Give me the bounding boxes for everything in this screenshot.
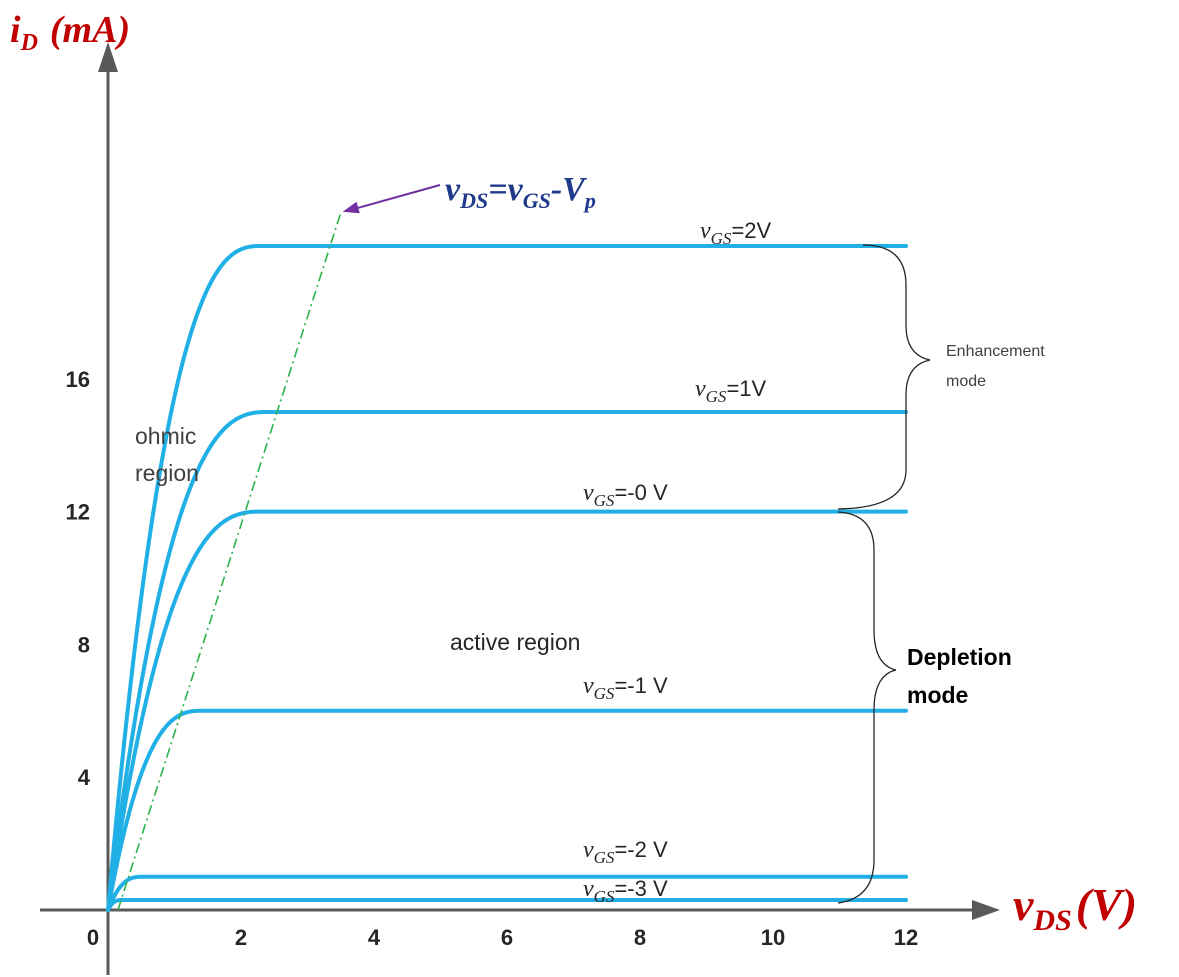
y-axis-arrowhead	[98, 42, 118, 72]
pinch-label-eq: =	[488, 171, 507, 208]
pinch-label-b-sub: GS	[523, 188, 551, 213]
x-title-sub: DS	[1032, 904, 1071, 937]
y-title-main: i	[10, 9, 21, 51]
pinch-off-arrowhead	[342, 201, 360, 214]
x-tick-labels: 0 2 4 6 8 10 12	[87, 925, 918, 950]
x-axis-arrowhead	[972, 900, 1000, 920]
ohmic-region-label-line1: ohmic	[135, 423, 196, 449]
y-title-sub: D	[20, 30, 38, 56]
curve-label-sub: GS	[594, 684, 615, 703]
enhancement-mode-label-line2: mode	[946, 373, 986, 390]
curve-label-3: vGS=-1 V	[583, 673, 668, 703]
enhancement-mode-label-line1: Enhancement	[946, 343, 1045, 360]
pinch-label-dash: -	[551, 171, 562, 208]
curve-label-sub: GS	[594, 491, 615, 510]
y-axis-title: iD (mA)	[10, 9, 130, 56]
x-title-unit: (V)	[1076, 879, 1137, 930]
curve-label-rest: =2V	[731, 218, 771, 243]
curve-vgs-0v	[106, 509, 908, 912]
y-title-unit: (mA)	[50, 9, 130, 51]
curve-label-5: vGS=-3 V	[583, 876, 668, 906]
curve-label-sub: GS	[594, 887, 615, 906]
x-tick-label-4: 4	[368, 925, 381, 950]
curve-vgs-2v	[106, 874, 908, 912]
curve-vgs-1v	[106, 708, 908, 912]
x-tick-label-12: 12	[894, 925, 918, 950]
depletion-mode-label-line2: mode	[907, 682, 968, 708]
curve-label-sub: GS	[594, 848, 615, 867]
curve-label-main: v	[583, 480, 594, 506]
curve-vgs-3v	[106, 898, 908, 912]
curve-vgs2v	[106, 244, 908, 912]
enhancement-mode-brace	[837, 244, 931, 510]
pinch-off-locus-line	[117, 212, 342, 911]
characteristic-curves	[106, 244, 908, 912]
y-tick-label-4: 4	[78, 765, 91, 790]
curve-label-2: vGS=-0 V	[583, 480, 668, 510]
curve-label-rest: =-1 V	[614, 673, 668, 698]
y-tick-labels: 4 8 12 16	[66, 367, 91, 790]
pinch-off-label-arrow	[354, 184, 441, 210]
pinch-label-a: v	[445, 171, 461, 208]
active-region-label: active region	[450, 629, 580, 655]
pinch-off-equation-label: vDS=vGS-Vp	[445, 171, 596, 213]
curve-label-rest: =-3 V	[614, 876, 668, 901]
y-tick-label-8: 8	[78, 632, 90, 657]
y-tick-label-12: 12	[66, 500, 90, 525]
x-tick-label-6: 6	[501, 925, 513, 950]
depletion-mode-brace	[837, 511, 897, 904]
curve-label-0: vGS=2V	[700, 218, 772, 248]
curve-label-main: v	[695, 376, 706, 402]
pinch-label-b: v	[508, 171, 524, 208]
curve-label-rest: =1V	[726, 376, 766, 401]
curve-label-rest: =-2 V	[614, 837, 668, 862]
curve-label-main: v	[583, 673, 594, 699]
curve-label-main: v	[583, 876, 594, 902]
x-title-main: v	[1013, 879, 1034, 930]
x-tick-label-0: 0	[87, 925, 99, 950]
x-axis-title: vDS(V)	[1013, 879, 1137, 937]
ohmic-region-label-line2: region	[135, 460, 199, 486]
x-tick-label-8: 8	[634, 925, 646, 950]
depletion-mode-label-line1: Depletion	[907, 644, 1012, 670]
curve-label-4: vGS=-2 V	[583, 837, 668, 867]
curve-label-main: v	[583, 837, 594, 863]
x-tick-label-10: 10	[761, 925, 785, 950]
pinch-label-c-sub: p	[583, 188, 596, 213]
curve-label-rest: =-0 V	[614, 480, 668, 505]
x-tick-label-2: 2	[235, 925, 247, 950]
y-tick-label-16: 16	[66, 367, 90, 392]
curve-label-1: vGS=1V	[695, 376, 767, 406]
curve-vgs1v	[106, 410, 908, 912]
curve-label-main: v	[700, 218, 711, 244]
curve-label-sub: GS	[706, 387, 727, 406]
curve-label-sub: GS	[711, 229, 732, 248]
pinch-label-c: V	[562, 171, 587, 208]
pinch-label-a-sub: DS	[459, 188, 488, 213]
